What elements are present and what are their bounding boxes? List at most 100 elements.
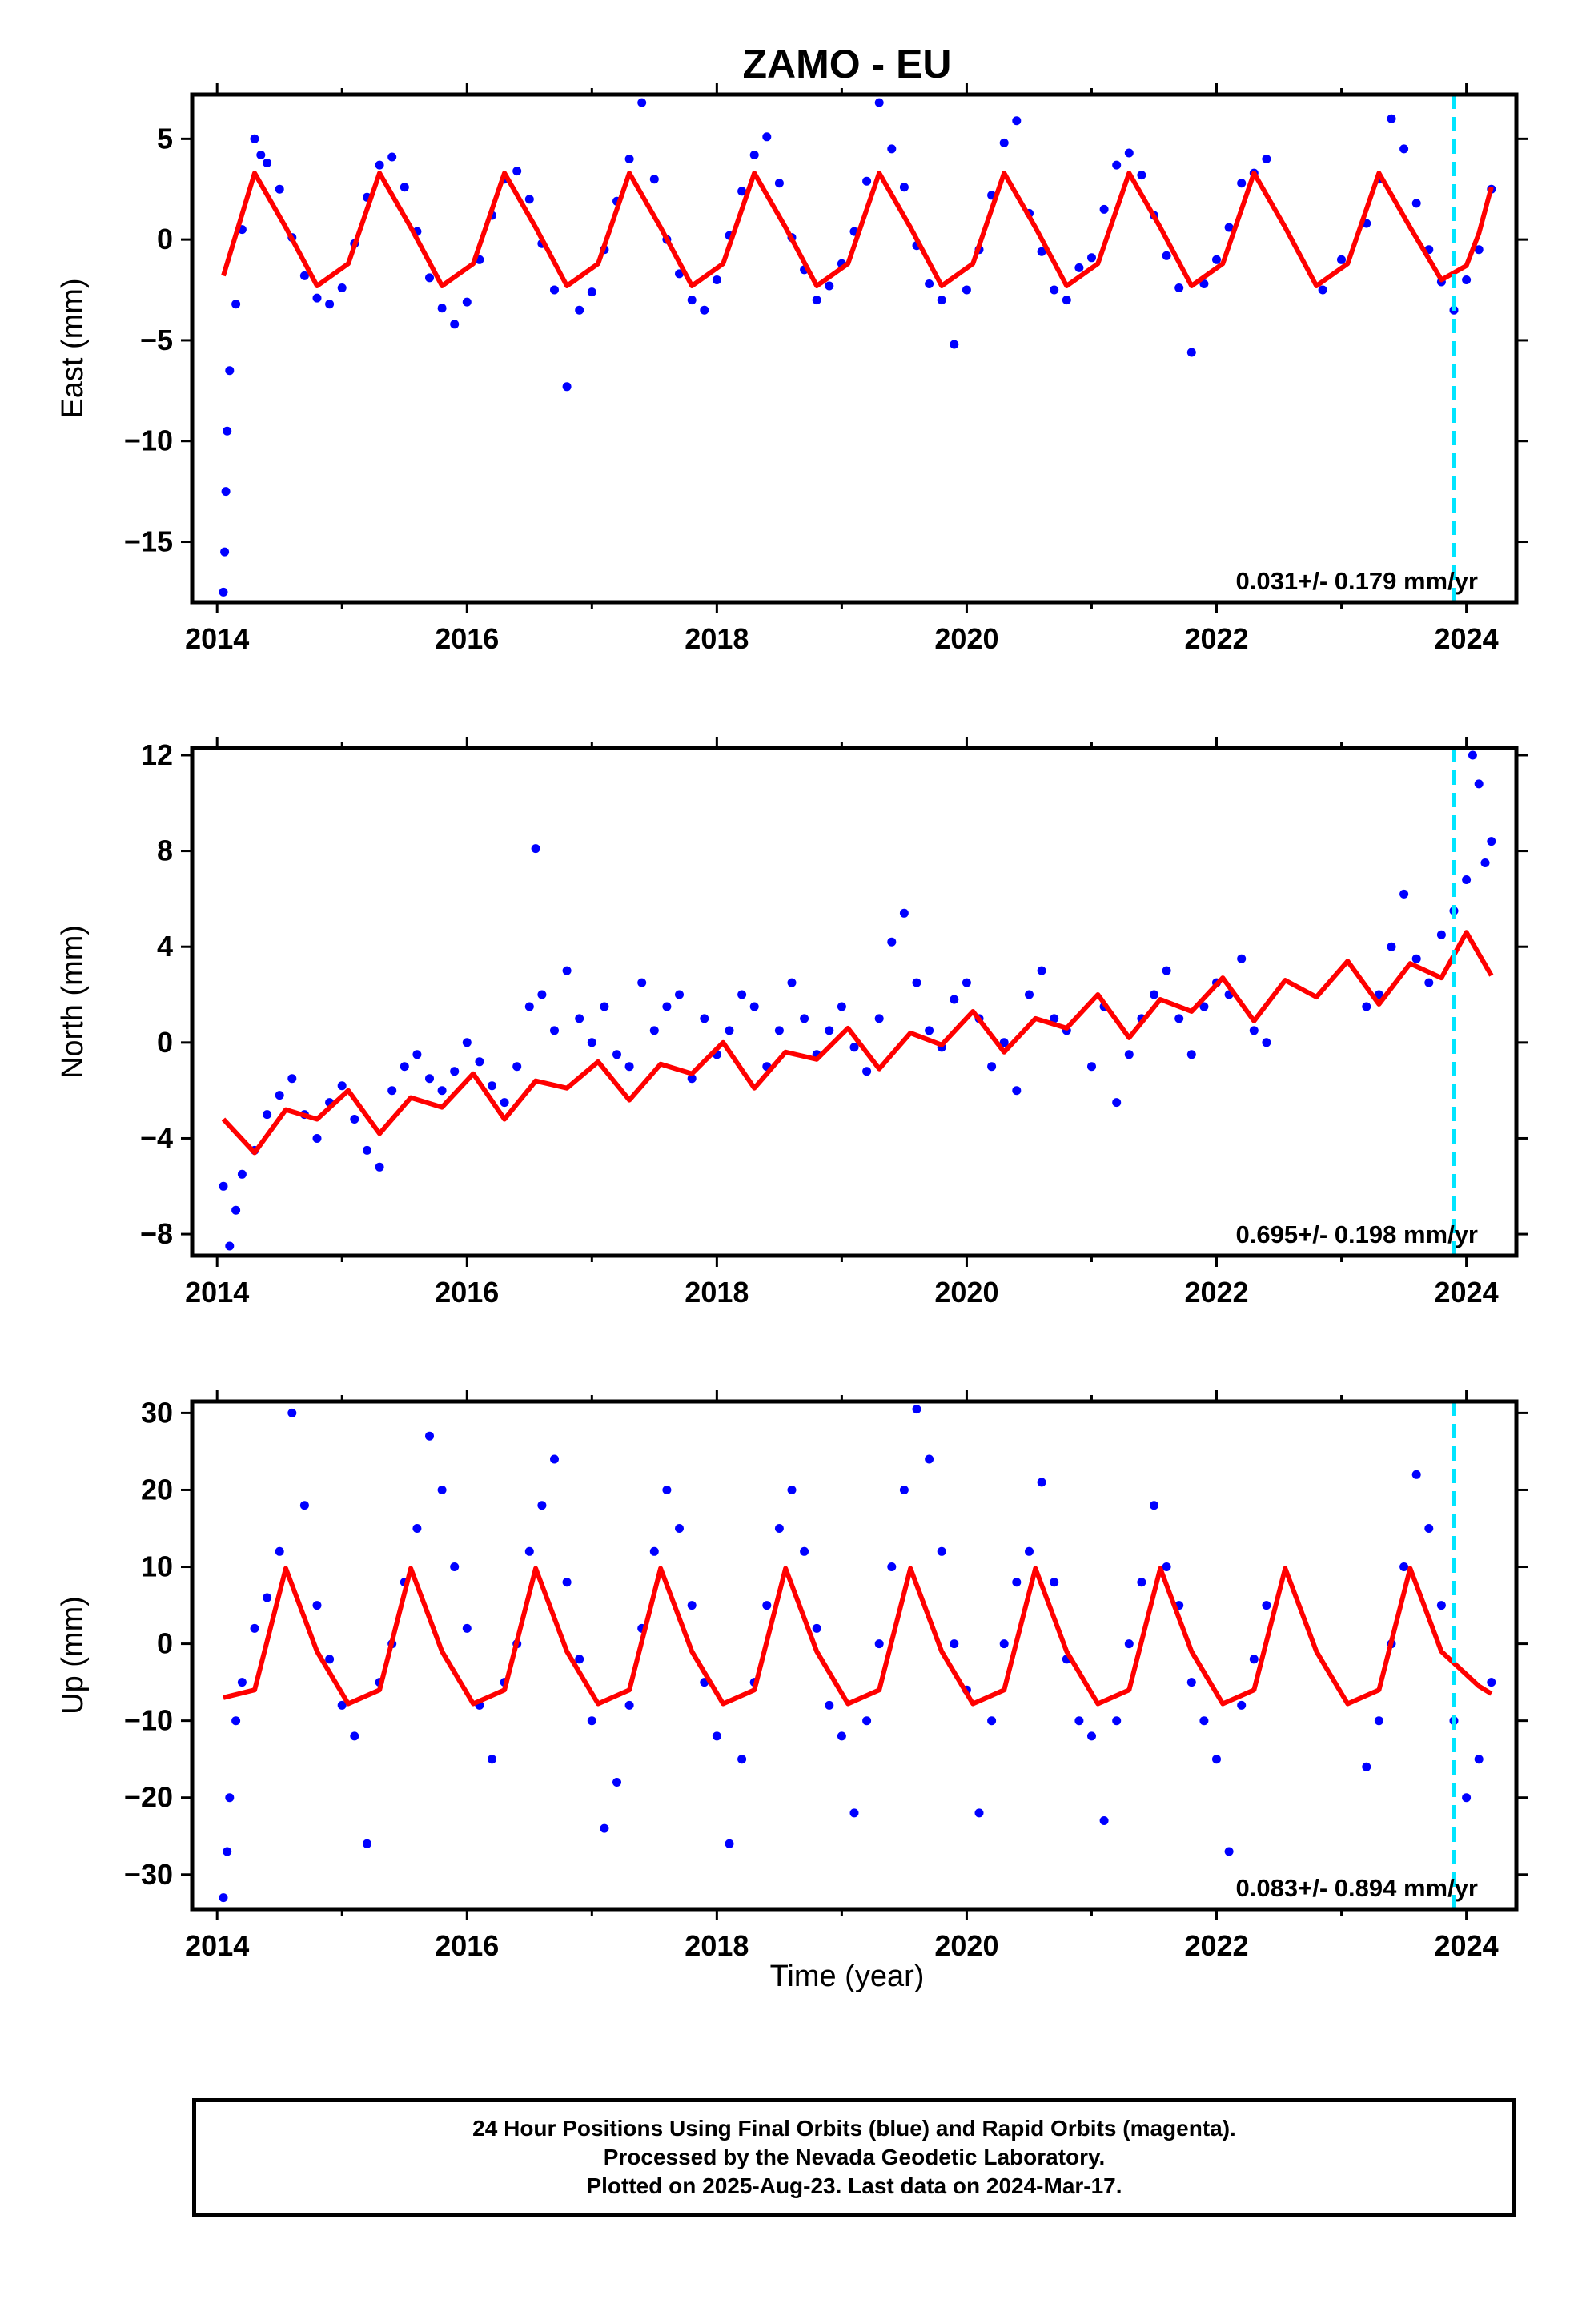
data-point <box>337 1081 347 1091</box>
footer-box: 24 Hour Positions Using Final Orbits (bl… <box>192 2098 1516 2217</box>
data-point <box>899 183 909 192</box>
data-point <box>1199 1716 1209 1726</box>
data-point <box>1262 1038 1271 1047</box>
data-point <box>800 1546 809 1556</box>
data-point <box>488 1081 496 1091</box>
data-point <box>825 281 834 291</box>
data-point <box>312 293 322 303</box>
data-point <box>1462 275 1472 284</box>
data-point <box>1237 179 1247 188</box>
rate-label: 0.083+/- 0.894 mm/yr <box>1236 1874 1478 1902</box>
data-point <box>774 1524 784 1533</box>
x-tick-label: 2014 <box>185 1929 249 1962</box>
data-point <box>220 547 230 557</box>
data-point <box>562 382 572 392</box>
data-point <box>1012 1578 1022 1587</box>
plot-frame <box>190 92 1519 605</box>
data-point <box>737 187 747 196</box>
data-point <box>223 1847 232 1856</box>
data-point <box>1074 263 1084 272</box>
chart-title: ZAMO - EU <box>742 42 951 86</box>
data-point <box>600 1002 609 1011</box>
data-point <box>912 978 921 987</box>
data-point <box>350 1731 359 1741</box>
data-point <box>1462 1793 1472 1803</box>
y-tick-label: 12 <box>141 738 173 771</box>
data-point <box>1162 1562 1171 1571</box>
data-point <box>925 1454 934 1464</box>
data-point <box>363 1839 371 1848</box>
data-point <box>925 1026 934 1035</box>
data-point <box>737 990 747 999</box>
data-point <box>1124 1050 1134 1059</box>
data-point <box>237 1169 247 1179</box>
data-point <box>675 1524 684 1533</box>
data-point <box>825 1026 834 1035</box>
data-point <box>1474 1755 1484 1764</box>
data-point <box>250 1623 259 1633</box>
data-point <box>624 1700 634 1710</box>
y-tick-label: 10 <box>141 1550 173 1583</box>
data-point <box>637 978 647 987</box>
model-curve <box>223 1566 1493 1707</box>
data-point <box>1262 155 1271 163</box>
data-point <box>887 937 897 947</box>
data-point <box>1424 1524 1434 1533</box>
data-point <box>225 1241 235 1251</box>
x-tick-label: 2024 <box>1435 622 1499 655</box>
data-point <box>219 1893 228 1903</box>
data-point <box>700 1014 709 1023</box>
data-point <box>687 296 697 305</box>
y-axis-label: Up (mm) <box>56 1596 90 1715</box>
data-point <box>1037 247 1046 256</box>
data-point <box>1487 837 1496 846</box>
y-tick-label: −30 <box>124 1858 173 1891</box>
data-point <box>1186 348 1196 357</box>
data-point <box>800 1014 809 1023</box>
data-point <box>837 1002 846 1011</box>
data-point <box>987 1716 997 1726</box>
data-point <box>500 1098 509 1108</box>
data-point <box>687 1074 697 1084</box>
data-point <box>562 1578 572 1587</box>
data-point <box>1224 223 1234 232</box>
data-point <box>1124 1639 1134 1649</box>
data-point <box>1162 251 1171 260</box>
data-point <box>762 1601 772 1610</box>
x-tick-label: 2022 <box>1184 622 1248 655</box>
data-point <box>437 1486 447 1494</box>
data-point <box>250 134 259 143</box>
y-tick-label: 4 <box>157 930 173 963</box>
data-point <box>862 1716 872 1726</box>
x-tick-label: 2022 <box>1184 1929 1248 1962</box>
data-point <box>524 1546 534 1556</box>
y-tick-label: −20 <box>124 1781 173 1814</box>
data-point <box>562 966 572 975</box>
footer-line: 24 Hour Positions Using Final Orbits (bl… <box>472 2116 1236 2141</box>
y-tick-label: −5 <box>140 324 173 356</box>
data-point <box>312 1134 322 1143</box>
data-point <box>1399 144 1409 154</box>
y-tick-label: 0 <box>157 223 173 255</box>
data-point <box>812 1623 821 1633</box>
data-point <box>787 1486 797 1494</box>
data-point <box>1237 1700 1247 1710</box>
data-point <box>1012 116 1022 126</box>
data-point <box>488 1755 496 1764</box>
x-tick-label: 2020 <box>934 1276 998 1309</box>
data-point <box>1399 889 1409 899</box>
plot-area <box>219 94 1496 602</box>
rate-label: 0.695+/- 0.198 mm/yr <box>1236 1220 1478 1248</box>
data-point <box>512 1062 522 1072</box>
data-point <box>662 1002 672 1011</box>
data-point <box>225 1793 235 1803</box>
data-point <box>1186 1678 1196 1687</box>
panel-1: 2014 2016 2018 2020 2022 2024 5 0 −5 −10 −15 East (… <box>56 83 1528 655</box>
data-point <box>1374 990 1383 999</box>
data-point <box>737 1755 747 1764</box>
data-point <box>1074 1716 1084 1726</box>
data-point <box>612 1050 621 1059</box>
data-point <box>1025 990 1034 999</box>
x-tick-label: 2020 <box>934 622 998 655</box>
y-tick-label: −8 <box>140 1217 173 1250</box>
